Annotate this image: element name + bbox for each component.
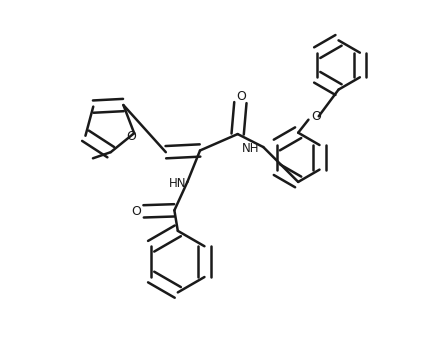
Text: O: O [311, 110, 321, 123]
Text: O: O [126, 130, 137, 143]
Text: NH: NH [242, 142, 259, 155]
Text: O: O [131, 205, 141, 218]
Text: HN: HN [169, 177, 187, 190]
Text: O: O [237, 90, 246, 103]
